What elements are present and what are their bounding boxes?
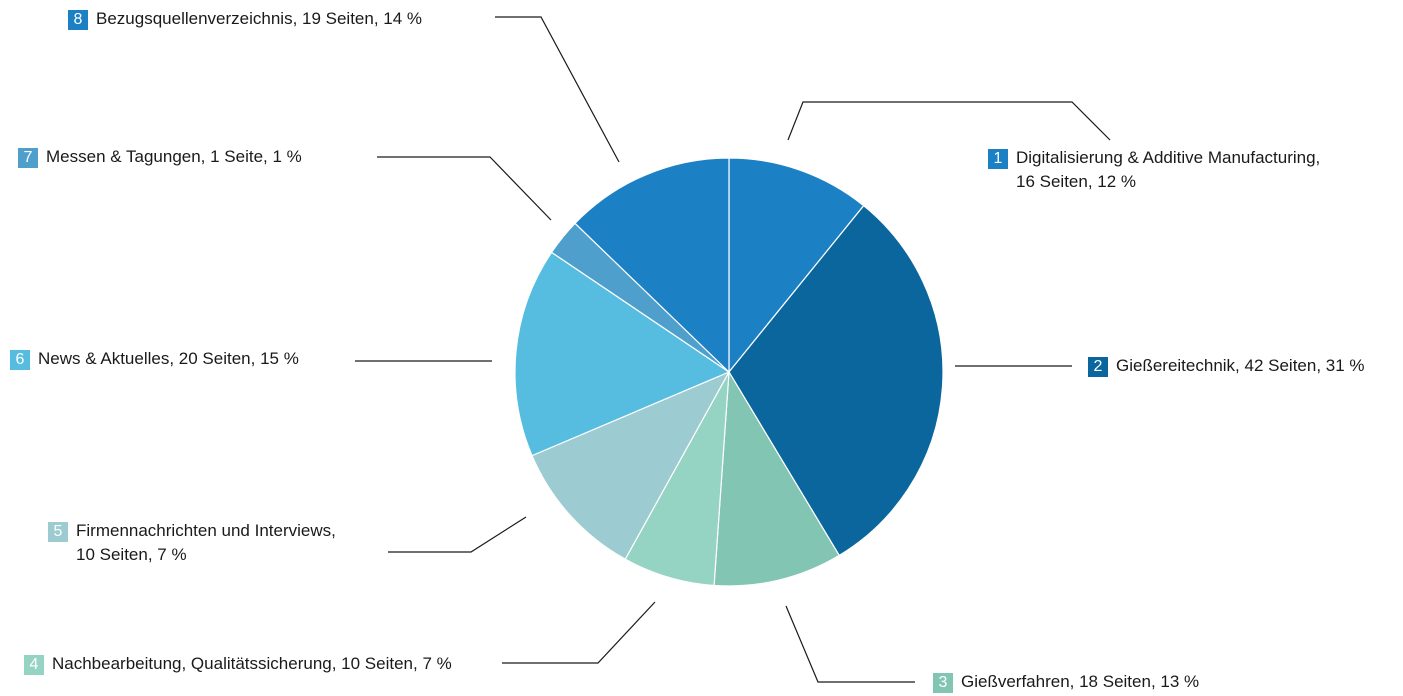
pie-slice-6 [514, 251, 731, 457]
slice-label-7: 7 Messen & Tagungen, 1 Seite, 1 % [18, 145, 302, 169]
slice-label-line: Gießereitechnik, 42 Seiten, 31 % [1116, 356, 1365, 375]
slice-number-badge: 1 [988, 149, 1008, 169]
slice-label-text: Digitalisierung & Additive Manufacturing… [1016, 146, 1320, 194]
slice-label-line: 16 Seiten, 12 % [1016, 172, 1137, 191]
slice-label-text: Gießverfahren, 18 Seiten, 13 % [961, 670, 1199, 694]
leader-line-5 [388, 516, 527, 553]
pie-slice-8 [574, 157, 730, 374]
slice-label-line: 10 Seiten, 7 % [76, 545, 187, 564]
slice-number-badge: 4 [24, 655, 44, 675]
slice-label-5: 5 Firmennachrichten und Interviews, 10 Sei… [48, 519, 336, 567]
slice-label-text: Gießereitechnik, 42 Seiten, 31 % [1116, 354, 1365, 378]
slice-number-badge: 3 [933, 673, 953, 693]
slice-label-8: 8 Bezugsquellenverzeichnis, 19 Seiten, 14… [68, 7, 422, 31]
leader-line-8 [495, 16, 620, 163]
slice-label-line: Bezugsquellenverzeichnis, 19 Seiten, 14 … [96, 9, 423, 28]
slice-number-badge: 7 [18, 148, 38, 168]
slice-label-line: News & Aktuelles, 20 Seiten, 15 % [38, 349, 299, 368]
leader-line-7 [377, 156, 552, 221]
slice-label-line: Gießverfahren, 18 Seiten, 13 % [961, 672, 1200, 691]
slice-label-text: Bezugsquellenverzeichnis, 19 Seiten, 14 … [96, 7, 422, 31]
slice-label-line: Nachbearbeitung, Qualitätssicherung, 10 … [52, 654, 452, 673]
pie-slice-5 [531, 370, 731, 560]
slice-label-3: 3 Gießverfahren, 18 Seiten, 13 % [933, 670, 1199, 694]
pie-slice-1 [728, 157, 865, 374]
slice-label-line: Firmennachrichten und Interviews, [76, 521, 336, 540]
slice-label-text: Nachbearbeitung, Qualitätssicherung, 10 … [52, 652, 452, 676]
pie-slice-2 [728, 204, 944, 557]
slice-label-6: 6 News & Aktuelles, 20 Seiten, 15 % [10, 347, 299, 371]
slice-label-text: Messen & Tagungen, 1 Seite, 1 % [46, 145, 302, 169]
slice-label-4: 4 Nachbearbeitung, Qualitätssicherung, 10… [24, 652, 452, 676]
slice-label-text: Firmennachrichten und Interviews, 10 Seit… [76, 519, 336, 567]
leader-line-4 [502, 601, 656, 664]
slice-label-text: News & Aktuelles, 20 Seiten, 15 % [38, 347, 299, 371]
slice-label-1: 1 Digitalisierung & Additive Manufacturin… [988, 146, 1320, 194]
slice-number-badge: 8 [68, 10, 88, 30]
slice-label-line: Digitalisierung & Additive Manufacturing… [1016, 148, 1321, 167]
slice-number-badge: 2 [1088, 357, 1108, 377]
pie-slice-3 [713, 370, 841, 587]
slice-number-badge: 6 [10, 350, 30, 370]
leader-line-3 [785, 605, 915, 683]
slice-label-2: 2 Gießereitechnik, 42 Seiten, 31 % [1088, 354, 1365, 378]
slice-number-badge: 5 [48, 522, 68, 542]
slice-label-line: Messen & Tagungen, 1 Seite, 1 % [46, 147, 302, 166]
leader-line-1 [787, 101, 1111, 141]
